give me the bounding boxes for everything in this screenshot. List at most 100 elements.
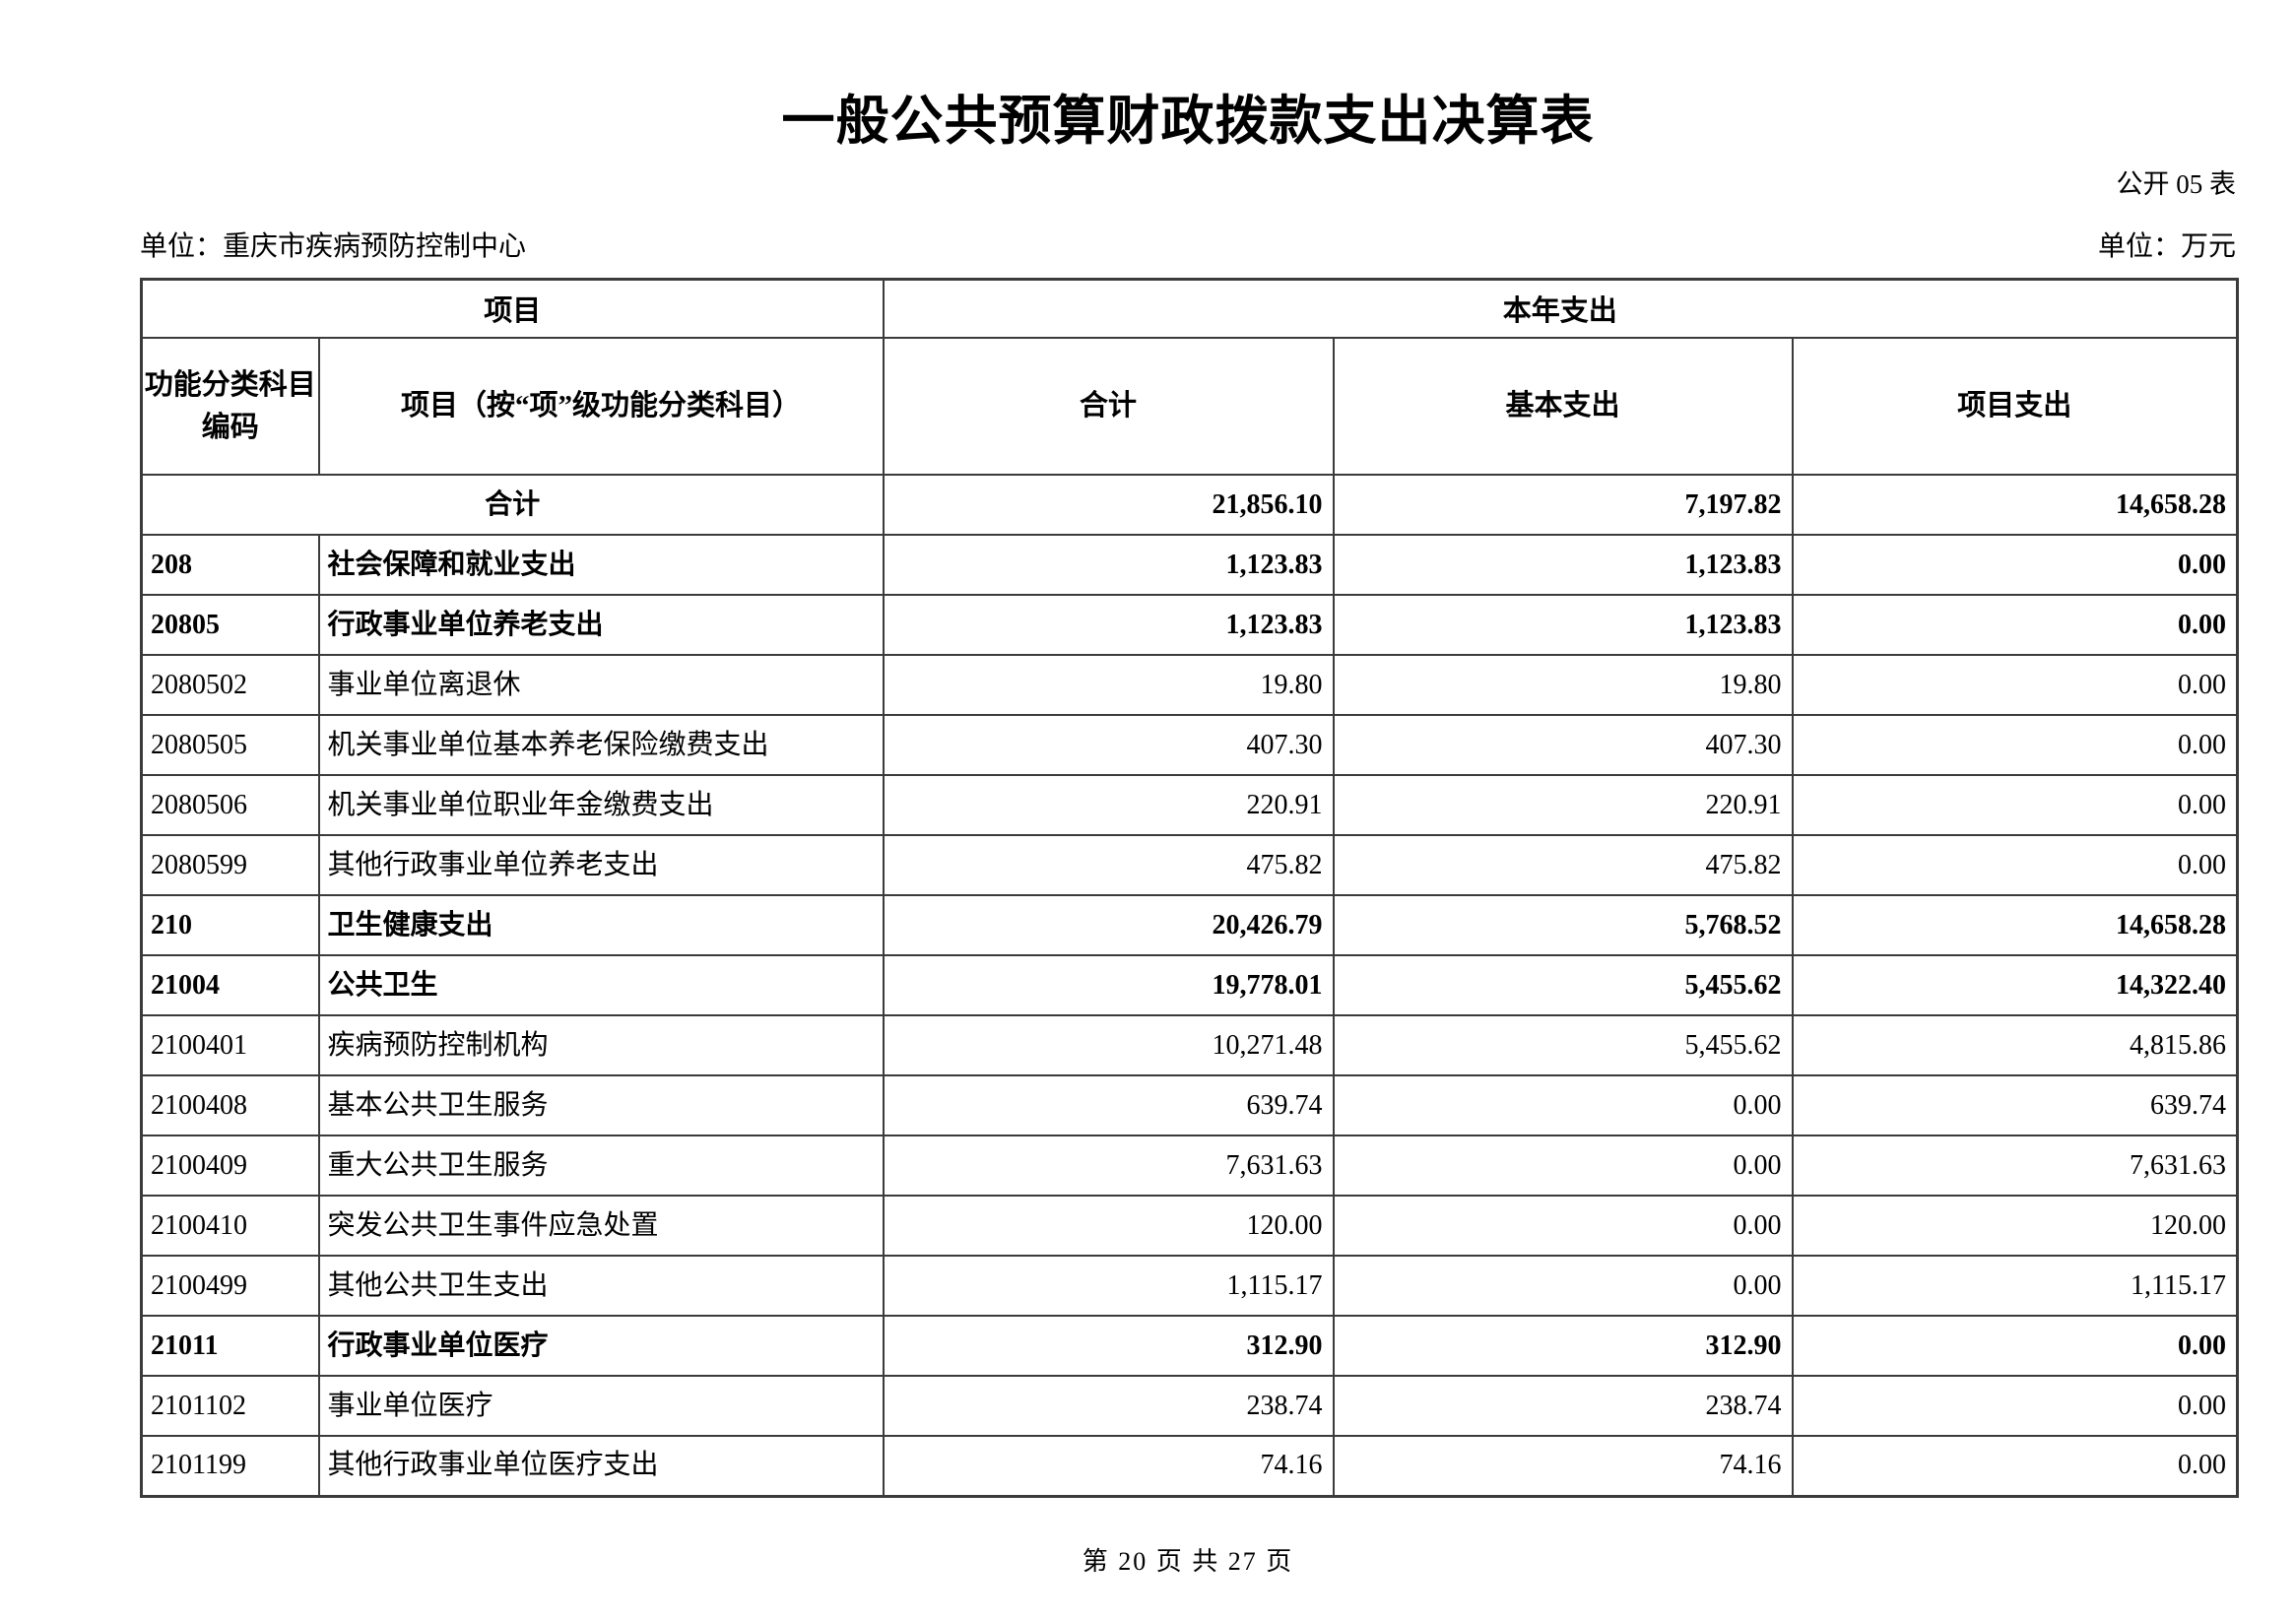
unit-info-row: 单位：重庆市疾病预防控制中心 单位：万元 bbox=[140, 230, 2236, 262]
cell-project-expenditure: 0.00 bbox=[1791, 714, 2239, 776]
cell-project-name: 事业单位医疗 bbox=[317, 1375, 885, 1437]
table-row: 2080502 事业单位离退休 19.80 19.80 0.00 bbox=[140, 654, 2239, 716]
cell-function-code: 2101102 bbox=[140, 1375, 320, 1437]
cell-project-name: 重大公共卫生服务 bbox=[317, 1135, 885, 1197]
cell-project-name: 机关事业单位基本养老保险缴费支出 bbox=[317, 714, 885, 776]
cell-project-name: 社会保障和就业支出 bbox=[317, 534, 885, 596]
cell-total: 220.91 bbox=[882, 774, 1335, 836]
cell-function-code: 2100409 bbox=[140, 1135, 320, 1197]
cell-total: 20,426.79 bbox=[882, 894, 1335, 956]
cell-total: 238.74 bbox=[882, 1375, 1335, 1437]
header-group-current-year: 本年支出 bbox=[882, 278, 2239, 339]
cell-project-expenditure: 1,115.17 bbox=[1791, 1255, 2239, 1317]
cell-basic-expenditure: 74.16 bbox=[1332, 1435, 1794, 1497]
cell-function-code: 2080505 bbox=[140, 714, 320, 776]
cell-project-expenditure: 0.00 bbox=[1791, 594, 2239, 656]
cell-basic-expenditure: 238.74 bbox=[1332, 1375, 1794, 1437]
expenditure-table: 项目 本年支出 功能分类科目 编码 项目（按“项”级功能分类科目） 合计 基本支… bbox=[140, 277, 2240, 1498]
cell-function-code: 2100408 bbox=[140, 1074, 320, 1136]
cell-function-code: 2100499 bbox=[140, 1255, 320, 1317]
cell-total: 475.82 bbox=[882, 834, 1335, 896]
cell-project-name: 其他行政事业单位医疗支出 bbox=[317, 1435, 885, 1497]
page-title: 一般公共预算财政拨款支出决算表 bbox=[781, 92, 1595, 151]
header-col-code-line1: 功能分类科目 bbox=[144, 369, 316, 402]
table-row: 合计 21,856.10 7,197.82 14,658.28 bbox=[140, 474, 2239, 536]
table-row: 2080506 机关事业单位职业年金缴费支出 220.91 220.91 0.00 bbox=[140, 774, 2239, 836]
cell-function-code: 208 bbox=[140, 534, 320, 596]
cell-basic-expenditure: 5,768.52 bbox=[1332, 894, 1794, 956]
header-group-project: 项目 bbox=[140, 278, 885, 339]
cell-total: 1,123.83 bbox=[882, 534, 1335, 596]
unit-measure-label: 单位：万元 bbox=[2097, 230, 2236, 262]
table-header-column-row: 功能分类科目 编码 项目（按“项”级功能分类科目） 合计 基本支出 项目支出 bbox=[140, 337, 2239, 476]
cell-project-name: 机关事业单位职业年金缴费支出 bbox=[317, 774, 885, 836]
cell-project-expenditure: 0.00 bbox=[1791, 774, 2239, 836]
table-row: 20805 行政事业单位养老支出 1,123.83 1,123.83 0.00 bbox=[140, 594, 2239, 656]
cell-project-name: 基本公共卫生服务 bbox=[317, 1074, 885, 1136]
cell-project-name: 其他公共卫生支出 bbox=[317, 1255, 885, 1317]
cell-function-code: 2101199 bbox=[140, 1435, 320, 1497]
header-col-code-line2: 编码 bbox=[201, 411, 259, 443]
cell-project-name: 事业单位离退休 bbox=[317, 654, 885, 716]
cell-basic-expenditure: 5,455.62 bbox=[1332, 954, 1794, 1016]
table-row: 2101102 事业单位医疗 238.74 238.74 0.00 bbox=[140, 1375, 2239, 1437]
table-row: 208 社会保障和就业支出 1,123.83 1,123.83 0.00 bbox=[140, 534, 2239, 596]
table-row: 210 卫生健康支出 20,426.79 5,768.52 14,658.28 bbox=[140, 894, 2239, 956]
table-row: 21011 行政事业单位医疗 312.90 312.90 0.00 bbox=[140, 1315, 2239, 1377]
cell-project-expenditure: 0.00 bbox=[1791, 1315, 2239, 1377]
cell-total: 407.30 bbox=[882, 714, 1335, 776]
cell-project-name: 行政事业单位养老支出 bbox=[317, 594, 885, 656]
cell-basic-expenditure: 1,123.83 bbox=[1332, 534, 1794, 596]
cell-total: 21,856.10 bbox=[882, 474, 1335, 536]
header-col-code: 功能分类科目 编码 bbox=[140, 337, 320, 476]
cell-total: 120.00 bbox=[882, 1195, 1335, 1257]
cell-total: 7,631.63 bbox=[882, 1135, 1335, 1197]
cell-basic-expenditure: 19.80 bbox=[1332, 654, 1794, 716]
cell-function-code: 21011 bbox=[140, 1315, 320, 1377]
cell-project-expenditure: 0.00 bbox=[1791, 534, 2239, 596]
cell-total: 312.90 bbox=[882, 1315, 1335, 1377]
cell-project-expenditure: 0.00 bbox=[1791, 834, 2239, 896]
cell-total: 1,115.17 bbox=[882, 1255, 1335, 1317]
cell-total: 19,778.01 bbox=[882, 954, 1335, 1016]
cell-function-code: 2100401 bbox=[140, 1014, 320, 1076]
cell-project-expenditure: 639.74 bbox=[1791, 1074, 2239, 1136]
cell-total: 10,271.48 bbox=[882, 1014, 1335, 1076]
cell-basic-expenditure: 407.30 bbox=[1332, 714, 1794, 776]
page-footer: 第 20 页 共 27 页 bbox=[1082, 1546, 1294, 1576]
cell-function-code: 2080599 bbox=[140, 834, 320, 896]
cell-project-name: 卫生健康支出 bbox=[317, 894, 885, 956]
cell-project-name: 其他行政事业单位养老支出 bbox=[317, 834, 885, 896]
table-row: 2080505 机关事业单位基本养老保险缴费支出 407.30 407.30 0.00 bbox=[140, 714, 2239, 776]
cell-project-name: 疾病预防控制机构 bbox=[317, 1014, 885, 1076]
cell-project-expenditure: 0.00 bbox=[1791, 1435, 2239, 1497]
header-col-basic: 基本支出 bbox=[1332, 337, 1794, 476]
table-row: 21004 公共卫生 19,778.01 5,455.62 14,322.40 bbox=[140, 954, 2239, 1016]
table-row: 2100401 疾病预防控制机构 10,271.48 5,455.62 4,815.86 bbox=[140, 1014, 2239, 1076]
cell-project-expenditure: 4,815.86 bbox=[1791, 1014, 2239, 1076]
cell-project-name: 行政事业单位医疗 bbox=[317, 1315, 885, 1377]
form-number: 公开 05 表 bbox=[2116, 168, 2237, 199]
cell-basic-expenditure: 7,197.82 bbox=[1332, 474, 1794, 536]
cell-basic-expenditure: 475.82 bbox=[1332, 834, 1794, 896]
cell-project-expenditure: 7,631.63 bbox=[1791, 1135, 2239, 1197]
cell-basic-expenditure: 0.00 bbox=[1332, 1255, 1794, 1317]
content-area: 一般公共预算财政拨款支出决算表 公开 05 表 单位：重庆市疾病预防控制中心 单… bbox=[140, 0, 2240, 1576]
cell-basic-expenditure: 0.00 bbox=[1332, 1195, 1794, 1257]
header-col-project: 项目支出 bbox=[1791, 337, 2239, 476]
cell-project-name: 合计 bbox=[140, 474, 885, 536]
table-row: 2101199 其他行政事业单位医疗支出 74.16 74.16 0.00 bbox=[140, 1435, 2239, 1497]
table-row: 2100499 其他公共卫生支出 1,115.17 0.00 1,115.17 bbox=[140, 1255, 2239, 1317]
cell-function-code: 2080502 bbox=[140, 654, 320, 716]
cell-basic-expenditure: 0.00 bbox=[1332, 1074, 1794, 1136]
cell-basic-expenditure: 5,455.62 bbox=[1332, 1014, 1794, 1076]
header-col-name: 项目（按“项”级功能分类科目） bbox=[317, 337, 885, 476]
cell-total: 19.80 bbox=[882, 654, 1335, 716]
table-row: 2100410 突发公共卫生事件应急处置 120.00 0.00 120.00 bbox=[140, 1195, 2239, 1257]
cell-project-expenditure: 0.00 bbox=[1791, 1375, 2239, 1437]
cell-project-name: 公共卫生 bbox=[317, 954, 885, 1016]
cell-function-code: 2100410 bbox=[140, 1195, 320, 1257]
cell-function-code: 2080506 bbox=[140, 774, 320, 836]
table-row: 2100409 重大公共卫生服务 7,631.63 0.00 7,631.63 bbox=[140, 1135, 2239, 1197]
